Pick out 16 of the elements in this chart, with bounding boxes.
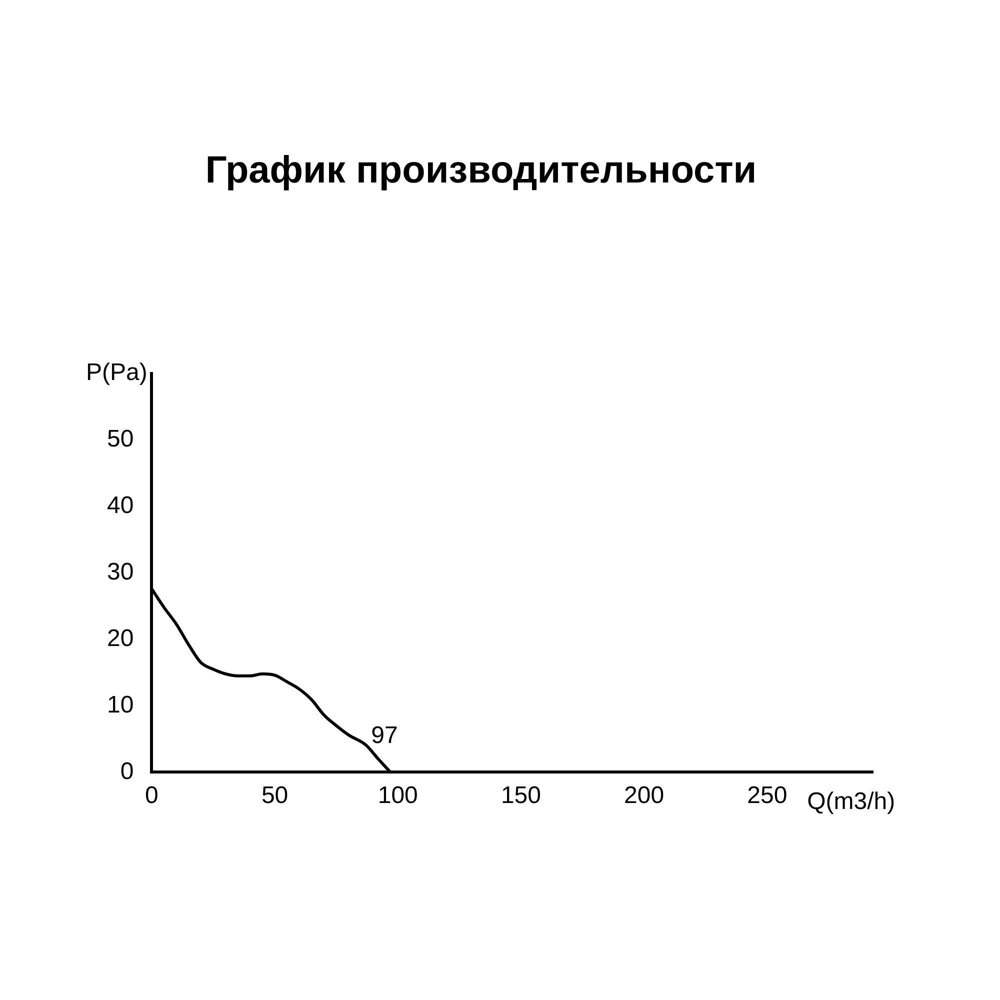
y-tick-label: 30 bbox=[106, 558, 134, 586]
y-tick-label: 10 bbox=[106, 691, 134, 718]
x-tick-label: 50 bbox=[261, 782, 288, 810]
x-tick-label: 250 bbox=[747, 782, 788, 810]
y-tick-label: 50 bbox=[106, 426, 134, 453]
y-tick-label: 40 bbox=[106, 492, 134, 520]
y-tick-label: 0 bbox=[120, 758, 134, 785]
y-axis-title: P(Pa) bbox=[86, 359, 148, 386]
annotation: 97 bbox=[371, 722, 398, 749]
x-tick-label: 0 bbox=[145, 782, 158, 810]
x-axis-title: Q(m3/h) bbox=[807, 788, 896, 815]
x-tick-label: 200 bbox=[624, 782, 664, 810]
y-tick-label: 20 bbox=[106, 624, 134, 652]
chart-title: График производительности bbox=[205, 149, 757, 192]
x-tick-label: 150 bbox=[500, 782, 541, 810]
x-tick-label: 100 bbox=[378, 782, 418, 810]
